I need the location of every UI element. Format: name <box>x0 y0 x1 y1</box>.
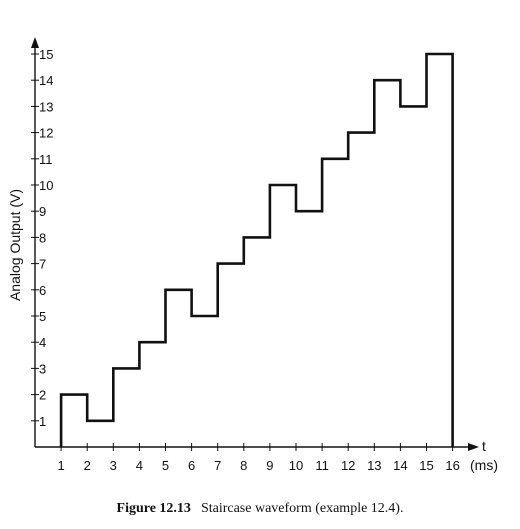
y-tick-label-9: 9 <box>39 204 46 219</box>
x-tick-label-11: 11 <box>315 458 329 473</box>
series-layer <box>59 52 454 447</box>
figure-number: Figure 12.13 <box>116 501 191 516</box>
y-tick-label-10: 10 <box>39 178 53 193</box>
x-tick-label-16: 16 <box>445 458 459 473</box>
y-tick-label-14: 14 <box>39 73 53 88</box>
x-tick-label-12: 12 <box>341 458 355 473</box>
caption-text: Staircase waveform (example 12.4). <box>200 501 404 516</box>
x-axis-arrow <box>468 443 479 451</box>
figure-caption: Figure 12.13 Staircase waveform (example … <box>0 501 520 517</box>
x-tick-label-2: 2 <box>84 458 91 473</box>
x-tick-label-5: 5 <box>162 458 169 473</box>
x-axis-label: t <box>482 438 486 454</box>
y-tick-label-5: 5 <box>39 309 46 324</box>
x-tick-label-1: 1 <box>57 458 64 473</box>
x-tick-label-14: 14 <box>393 458 407 473</box>
y-axis-arrow <box>31 37 39 48</box>
y-tick-label-13: 13 <box>39 99 53 114</box>
y-tick-label-3: 3 <box>39 361 46 376</box>
y-tick-label-1: 1 <box>39 414 46 429</box>
x-tick-label-15: 15 <box>419 458 433 473</box>
y-axis-label: Analog Output (V) <box>7 189 23 301</box>
y-tick-label-8: 8 <box>39 230 46 245</box>
y-tick-label-15: 15 <box>39 47 53 62</box>
y-tick-label-11: 11 <box>39 152 53 167</box>
x-tick-label-10: 10 <box>289 458 303 473</box>
staircase-waveform <box>59 52 454 447</box>
y-tick-label-2: 2 <box>39 388 46 403</box>
x-tick-label-13: 13 <box>367 458 381 473</box>
y-tick-label-4: 4 <box>39 335 46 350</box>
x-ticks: 1 2 3 4 5 6 7 8 9 10 11 12 13 14 15 16 <box>57 443 460 473</box>
x-axis-unit: (ms) <box>470 457 498 473</box>
x-tick-label-4: 4 <box>136 458 143 473</box>
x-tick-label-6: 6 <box>188 458 195 473</box>
axes <box>31 37 479 451</box>
y-tick-label-7: 7 <box>39 257 46 272</box>
x-tick-label-3: 3 <box>110 458 117 473</box>
x-tick-label-7: 7 <box>214 458 221 473</box>
y-tick-label-12: 12 <box>39 126 53 141</box>
x-tick-label-8: 8 <box>240 458 247 473</box>
y-tick-label-6: 6 <box>39 283 46 298</box>
x-tick-label-9: 9 <box>266 458 273 473</box>
